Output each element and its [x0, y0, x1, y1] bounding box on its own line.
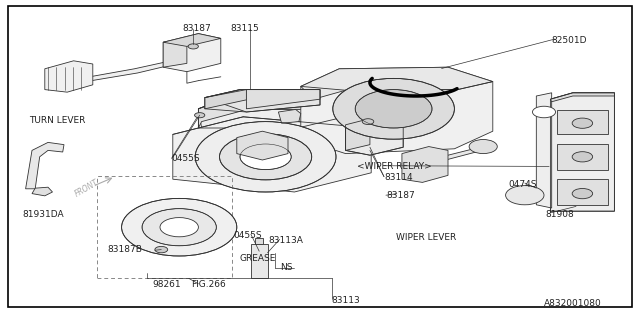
Circle shape: [122, 198, 237, 256]
Polygon shape: [251, 244, 268, 278]
Polygon shape: [346, 119, 370, 150]
Polygon shape: [26, 142, 64, 189]
Bar: [557, 179, 608, 205]
Bar: [557, 144, 608, 170]
Circle shape: [142, 209, 216, 246]
Circle shape: [532, 106, 556, 118]
Text: 83114: 83114: [384, 173, 413, 182]
Text: 83113: 83113: [332, 296, 360, 305]
Polygon shape: [205, 90, 320, 112]
Polygon shape: [198, 90, 358, 128]
Polygon shape: [346, 116, 403, 155]
Text: 0474S: 0474S: [509, 180, 538, 188]
Circle shape: [572, 188, 593, 199]
Polygon shape: [163, 38, 187, 67]
Polygon shape: [205, 90, 246, 109]
Circle shape: [220, 134, 312, 180]
Circle shape: [362, 119, 374, 124]
Circle shape: [469, 140, 497, 154]
Polygon shape: [550, 93, 614, 102]
Circle shape: [506, 186, 544, 205]
Text: NS: NS: [280, 263, 293, 272]
Bar: [97, 176, 232, 278]
Polygon shape: [246, 90, 320, 109]
Text: A832001080: A832001080: [544, 299, 602, 308]
Text: GREASE: GREASE: [240, 254, 276, 263]
Polygon shape: [301, 67, 493, 154]
Text: FRONT: FRONT: [74, 178, 100, 198]
Polygon shape: [250, 90, 358, 109]
Circle shape: [572, 152, 593, 162]
Circle shape: [195, 122, 336, 192]
Circle shape: [333, 78, 454, 139]
Text: 82501D: 82501D: [552, 36, 587, 44]
Circle shape: [195, 113, 205, 118]
Text: 98261: 98261: [152, 280, 181, 289]
Circle shape: [160, 218, 198, 237]
Polygon shape: [173, 117, 371, 192]
Polygon shape: [198, 90, 250, 128]
Polygon shape: [346, 116, 403, 129]
Text: 83187B: 83187B: [108, 245, 142, 254]
Polygon shape: [255, 238, 263, 244]
Circle shape: [355, 90, 432, 128]
Text: 81908: 81908: [545, 210, 574, 219]
Circle shape: [155, 246, 168, 253]
Text: 0455S: 0455S: [234, 231, 262, 240]
Polygon shape: [163, 34, 221, 46]
Polygon shape: [301, 67, 493, 99]
Polygon shape: [402, 147, 448, 182]
Polygon shape: [278, 109, 301, 123]
Polygon shape: [90, 58, 189, 81]
Polygon shape: [403, 146, 488, 170]
Polygon shape: [32, 187, 52, 196]
Bar: [557, 110, 608, 134]
Polygon shape: [237, 131, 288, 160]
Text: <WIPER RELAY>: <WIPER RELAY>: [357, 162, 432, 171]
Text: WIPER LEVER: WIPER LEVER: [396, 233, 456, 242]
Polygon shape: [536, 93, 552, 208]
Text: TURN LEVER: TURN LEVER: [29, 116, 85, 124]
Polygon shape: [45, 61, 93, 92]
Text: 83187: 83187: [386, 191, 415, 200]
Polygon shape: [550, 93, 614, 211]
Text: 83187: 83187: [182, 24, 211, 33]
Text: 81931DA: 81931DA: [22, 210, 64, 219]
Text: 0455S: 0455S: [172, 154, 200, 163]
Text: 83115: 83115: [230, 24, 259, 33]
Circle shape: [188, 44, 198, 49]
Text: 83113A: 83113A: [269, 236, 303, 245]
Circle shape: [240, 144, 291, 170]
Text: FIG.266: FIG.266: [191, 280, 225, 289]
Polygon shape: [163, 34, 221, 72]
Circle shape: [572, 118, 593, 128]
